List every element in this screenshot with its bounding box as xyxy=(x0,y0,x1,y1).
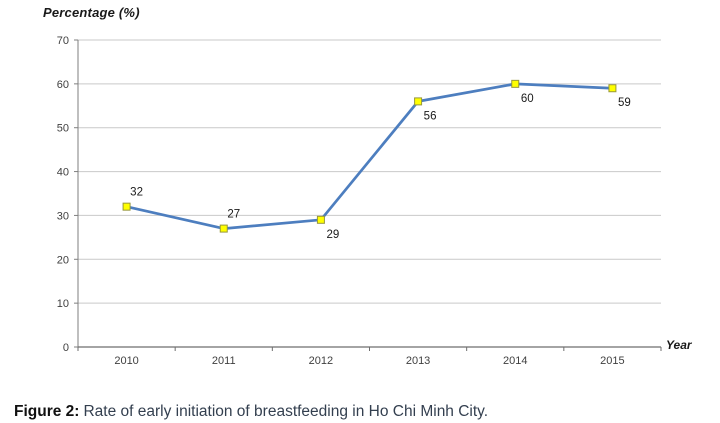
data-point-marker xyxy=(608,84,617,93)
figure-caption-text: Rate of early initiation of breastfeedin… xyxy=(83,402,489,420)
figure-caption: Figure 2: Rate of early initiation of bre… xyxy=(14,403,488,421)
y-axis-title: Percentage (%) xyxy=(43,5,140,20)
x-tick-label: 2014 xyxy=(503,355,527,367)
data-point-marker xyxy=(122,202,131,211)
x-tick-label: 2010 xyxy=(114,355,138,367)
y-tick-label: 20 xyxy=(57,254,69,266)
data-point-marker xyxy=(414,97,423,106)
y-tick-label: 50 xyxy=(57,123,69,135)
x-axis-title: Year xyxy=(666,338,692,352)
x-tick-label: 2012 xyxy=(309,355,333,367)
data-line xyxy=(125,82,614,230)
data-point-marker xyxy=(511,79,520,88)
y-tick-label: 0 xyxy=(63,342,69,354)
data-point-marker xyxy=(316,215,325,224)
data-label: 59 xyxy=(618,97,631,109)
data-label: 29 xyxy=(327,229,340,241)
x-tick-label: 2013 xyxy=(406,355,430,367)
y-tick-label: 30 xyxy=(57,210,69,222)
data-label: 27 xyxy=(227,209,240,221)
x-tick-label: 2011 xyxy=(212,355,236,367)
data-label: 32 xyxy=(130,187,143,199)
y-tick-label: 10 xyxy=(57,298,69,310)
data-label: 60 xyxy=(521,93,534,105)
data-point-marker xyxy=(219,224,228,233)
line-chart: 0 10 20 30 40 50 60 70 2010 2011 2012 2013 2014 2015 3… xyxy=(57,35,662,367)
y-tick-label: 60 xyxy=(57,79,69,91)
data-label: 56 xyxy=(424,110,437,122)
y-tick-label: 40 xyxy=(57,167,69,179)
figure-caption-label: Figure 2: xyxy=(14,402,80,420)
x-tick-label: 2015 xyxy=(600,355,624,367)
y-tick-label: 70 xyxy=(57,35,69,47)
